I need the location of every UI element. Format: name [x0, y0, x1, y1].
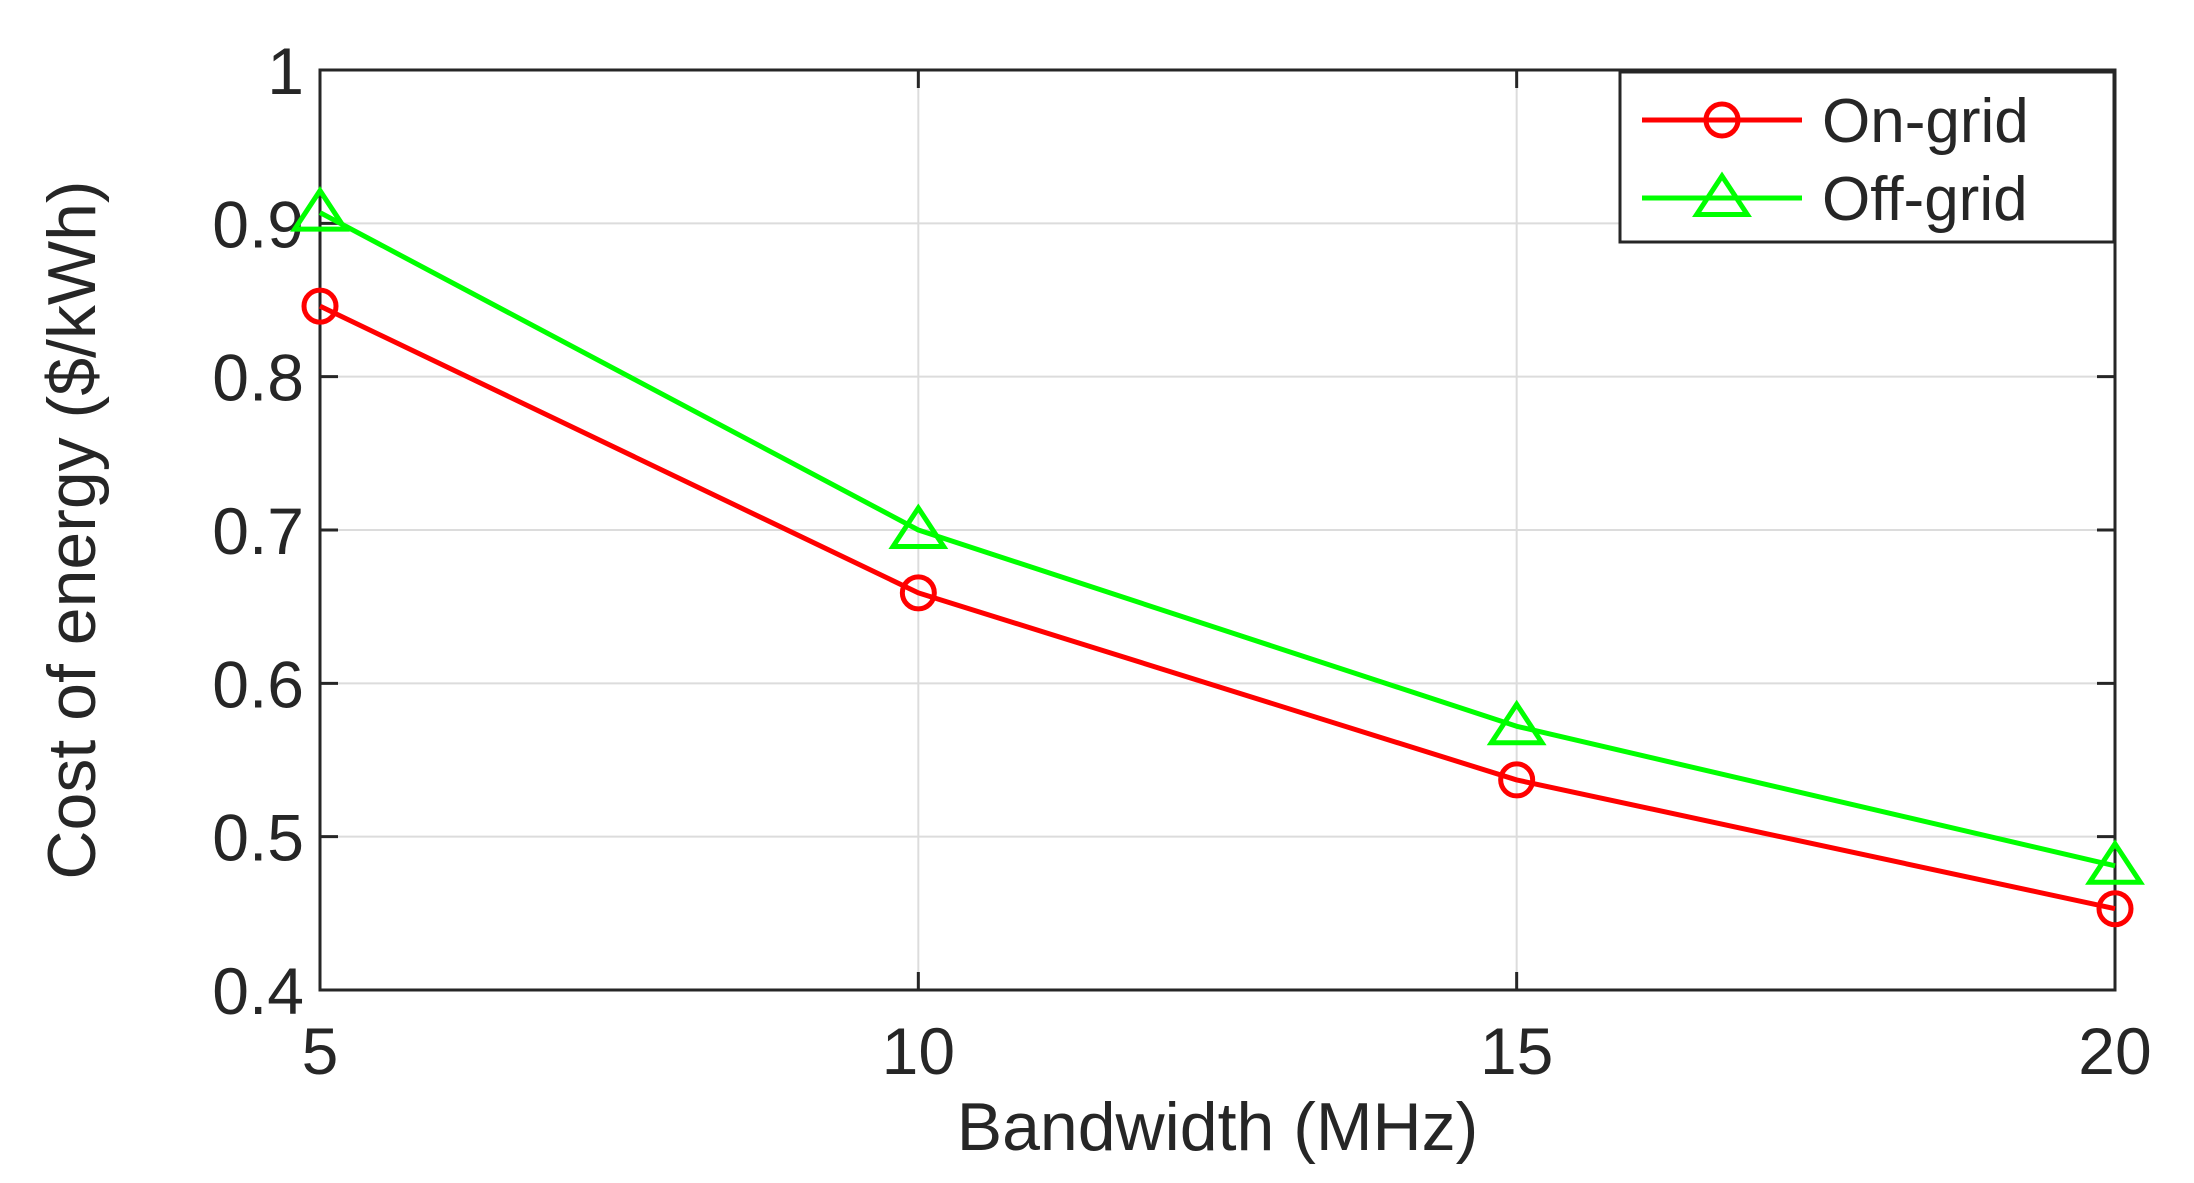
x-tick-label: 5: [302, 1014, 339, 1088]
series-off-grid: [290, 186, 2145, 885]
data-point-off-grid: [290, 186, 350, 232]
data-point-off-grid: [1486, 699, 1547, 746]
series-on-grid: [301, 287, 2134, 928]
y-tick-label: 0.5: [212, 801, 304, 875]
y-tick-label: 0.4: [212, 954, 304, 1028]
y-axis-label: Cost of energy ($/kWh): [34, 180, 110, 879]
y-tick-label: 0.7: [212, 494, 304, 568]
data-point-on-grid: [899, 574, 937, 612]
legend-label-off-grid: Off-grid: [1822, 165, 2028, 234]
series-line-off-grid: [318, 210, 2116, 869]
y-tick-label: 1: [267, 34, 304, 108]
data-point-on-grid: [2096, 890, 2134, 928]
x-axis-label: Bandwidth (MHz): [957, 1089, 1479, 1165]
axis-ticks: 0.40.50.60.70.80.915 10 15 20: [212, 34, 2151, 1088]
data-point-on-grid: [301, 287, 339, 325]
x-tick-label: 15: [1480, 1014, 1553, 1088]
legend: On-grid Off-grid: [1618, 70, 2116, 244]
y-tick-label: 0.9: [212, 187, 304, 261]
data-point-on-grid: [1498, 761, 1536, 799]
x-tick-label: 20: [2078, 1014, 2151, 1088]
data-point-off-grid: [888, 503, 949, 549]
legend-marker-on-grid: [1703, 101, 1741, 139]
y-tick-label: 0.8: [212, 341, 304, 415]
series-line-on-grid: [318, 303, 2116, 912]
data-point-off-grid: [2085, 839, 2145, 885]
legend-marker-off-grid: [1692, 171, 1752, 217]
y-tick-label: 0.6: [212, 647, 304, 721]
legend-label-on-grid: On-grid: [1822, 87, 2029, 156]
data-series: [290, 186, 2145, 928]
x-tick-label: 10: [882, 1014, 955, 1088]
